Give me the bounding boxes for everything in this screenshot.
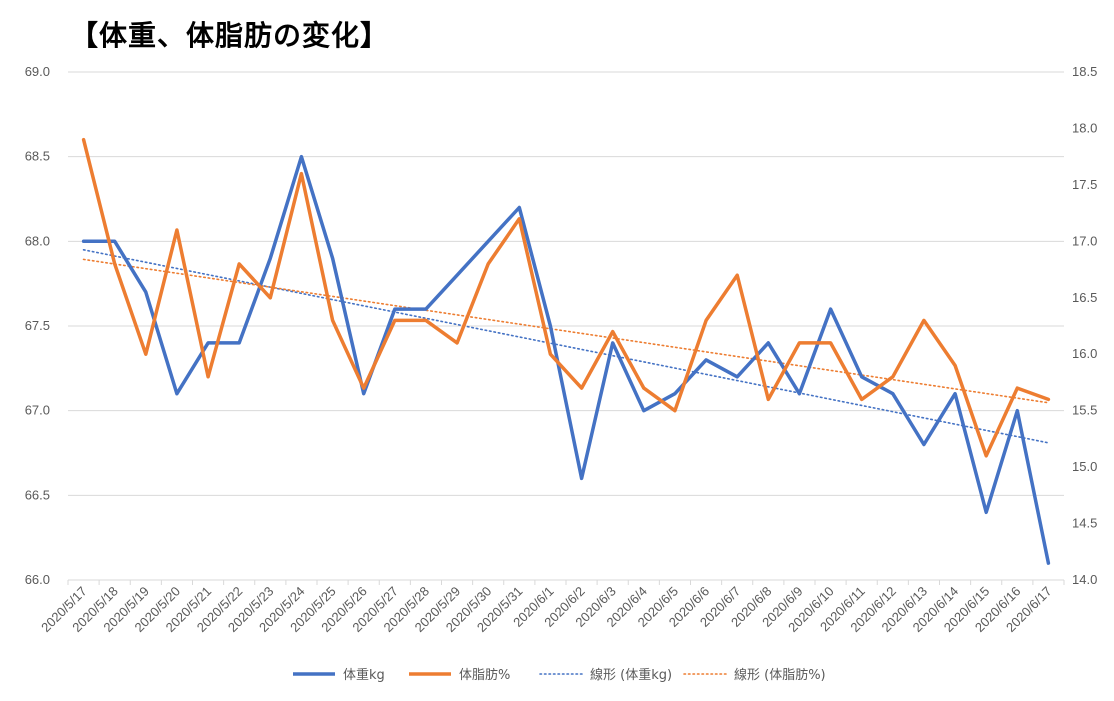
series-line xyxy=(81,154,1051,565)
legend-label: 体重kg xyxy=(343,667,385,683)
left-tick-label: 66.5 xyxy=(25,487,50,502)
right-tick-label: 15.0 xyxy=(1072,459,1097,474)
legend-label: 線形 (体脂肪%) xyxy=(734,667,826,683)
left-tick-label: 68.0 xyxy=(25,233,50,248)
left-tick-label: 69.0 xyxy=(25,64,50,79)
series-lines xyxy=(81,137,1051,565)
trendline xyxy=(82,258,1050,404)
right-tick-label: 17.5 xyxy=(1072,177,1097,192)
trendlines xyxy=(82,249,1050,444)
left-tick-label: 67.0 xyxy=(25,403,50,418)
gridlines xyxy=(68,71,1064,581)
right-tick-label: 17.0 xyxy=(1072,233,1097,248)
left-tick-label: 66.0 xyxy=(25,572,50,587)
left-tick-label: 68.5 xyxy=(25,149,50,164)
left-tick-label: 67.5 xyxy=(25,318,50,333)
legend-label: 線形 (体重kg) xyxy=(590,667,672,683)
legend-label: 体脂肪% xyxy=(459,667,510,683)
right-tick-label: 15.5 xyxy=(1072,403,1097,418)
series-line xyxy=(81,137,1051,458)
right-tick-label: 16.0 xyxy=(1072,346,1097,361)
right-axis-labels: 14.0 14.5 15.0 15.5 16.0 16.5 17.0 17.5 18.0 18.5 xyxy=(1072,64,1097,587)
right-tick-label: 18.0 xyxy=(1072,120,1097,135)
x-axis: 2020/5/172020/5/182020/5/192020/5/202020… xyxy=(38,580,1065,635)
chart-title: 【体重、体脂肪の変化】 xyxy=(70,19,390,52)
right-tick-label: 16.5 xyxy=(1072,290,1097,305)
left-axis-labels: 66.0 66.5 67.0 67.5 68.0 68.5 69.0 xyxy=(25,64,50,587)
legend: 体重kg 体脂肪% 線形 (体重kg) 線形 (体脂肪%) xyxy=(293,667,826,683)
trendline xyxy=(82,249,1050,444)
right-tick-label: 14.0 xyxy=(1072,572,1097,587)
right-tick-label: 18.5 xyxy=(1072,64,1097,79)
right-tick-label: 14.5 xyxy=(1072,516,1097,531)
